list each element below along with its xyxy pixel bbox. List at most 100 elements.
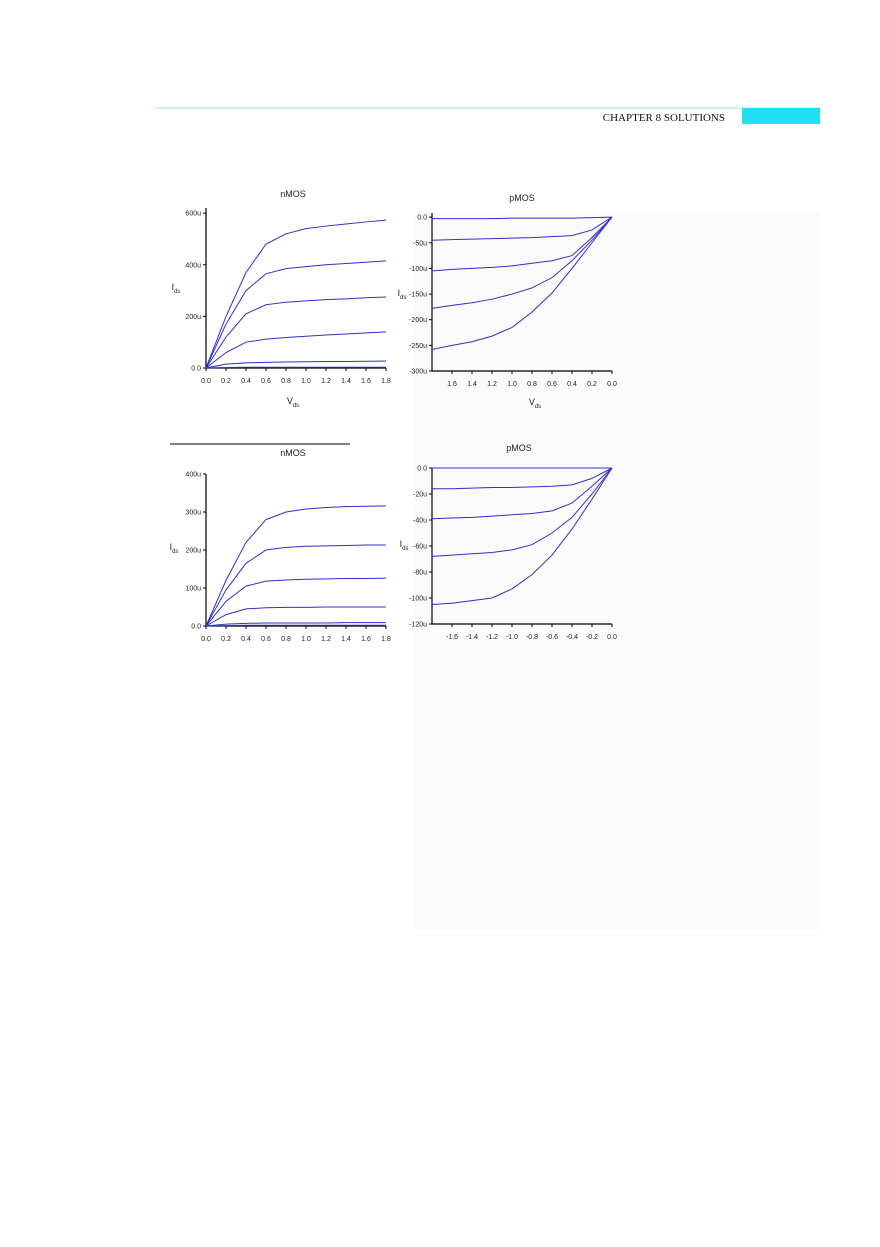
y-tick-label: -40u — [413, 518, 427, 525]
curve — [431, 216, 613, 350]
x-tick-label: 1.0 — [507, 381, 517, 388]
y-tick-label: 300u — [185, 510, 201, 517]
x-tick-label: 1.8 — [381, 636, 391, 643]
y-tick-label: 400u — [185, 262, 201, 269]
chart-title: pMOS — [509, 193, 535, 203]
x-tick-label: 0.4 — [241, 636, 251, 643]
x-axis-label-text: V — [529, 397, 535, 407]
curve — [205, 544, 386, 627]
x-tick-label: 1.4 — [341, 636, 351, 643]
y-tick-label: 100u — [185, 586, 201, 593]
x-tick-label: 0.4 — [567, 381, 577, 388]
y-axis-label-subscript: ds — [172, 549, 178, 555]
x-tick-label: 1.6 — [447, 381, 457, 388]
x-tick-label: 1.2 — [321, 636, 331, 643]
x-axis-label-subscript: ds — [293, 403, 299, 409]
curve — [431, 216, 613, 241]
y-tick-label: 0.0 — [417, 215, 427, 222]
curve — [431, 467, 613, 520]
x-tick-label: 1.0 — [301, 636, 311, 643]
y-tick-label: 400u — [185, 472, 201, 479]
x-tick-label: -1.0 — [506, 634, 518, 641]
x-tick-label: 1.6 — [361, 636, 371, 643]
x-tick-label: -0.4 — [566, 634, 578, 641]
curve — [431, 216, 613, 272]
x-tick-label: 0.8 — [281, 378, 291, 385]
curve — [205, 624, 386, 627]
y-tick-label: -100u — [409, 266, 427, 273]
y-tick-label: -300u — [409, 369, 427, 376]
y-tick-label: -120u — [409, 622, 427, 629]
curve — [205, 219, 387, 369]
x-tick-label: 1.6 — [361, 378, 371, 385]
x-tick-label: -1.2 — [486, 634, 498, 641]
curve — [205, 366, 386, 369]
x-tick-label: -0.8 — [526, 634, 538, 641]
x-tick-label: 0.0 — [607, 381, 617, 388]
x-tick-label: 0.6 — [261, 636, 271, 643]
y-axis-label-subscript: ds — [402, 546, 408, 552]
curve — [205, 606, 386, 627]
x-tick-label: 1.4 — [341, 378, 351, 385]
x-tick-label: 0.6 — [547, 381, 557, 388]
y-tick-label: -50u — [413, 240, 427, 247]
scan-panel — [415, 212, 820, 930]
curve — [432, 467, 613, 490]
x-tick-label: -1.6 — [446, 634, 458, 641]
x-tick-label: 0.2 — [221, 378, 231, 385]
running-head: CHAPTER 8 SOLUTIONS — [603, 112, 725, 124]
y-tick-label: -150u — [409, 292, 427, 299]
x-tick-label: 1.4 — [467, 381, 477, 388]
x-tick-label: -1.4 — [466, 634, 478, 641]
x-tick-label: 0.4 — [241, 378, 251, 385]
y-tick-label: -250u — [409, 343, 427, 350]
y-tick-label: -20u — [413, 492, 427, 499]
y-axis-label: Ids — [398, 288, 407, 301]
x-tick-label: 0.0 — [607, 634, 617, 641]
y-axis-label-text: I — [172, 282, 175, 292]
y-axis-label: Ids — [170, 542, 179, 555]
page-number-box — [742, 108, 820, 124]
curve — [205, 296, 387, 369]
y-tick-label: 600u — [185, 211, 201, 218]
curve — [431, 216, 613, 309]
x-tick-label: 0.2 — [221, 636, 231, 643]
y-tick-label: 200u — [185, 314, 201, 321]
y-tick-label: -80u — [413, 570, 427, 577]
curve — [205, 260, 387, 369]
x-tick-label: 0.0 — [201, 636, 211, 643]
x-tick-label: 0.8 — [527, 381, 537, 388]
curve — [205, 360, 387, 369]
chart-title: nMOS — [280, 189, 306, 199]
x-axis-label: Vds — [287, 396, 299, 409]
chart-title: nMOS — [280, 448, 306, 458]
y-tick-label: 0.0 — [191, 624, 201, 631]
y-axis-label-text: I — [400, 539, 403, 549]
chart-title: pMOS — [506, 443, 532, 453]
x-axis-label: Vds — [529, 397, 541, 410]
x-tick-label: -0.6 — [546, 634, 558, 641]
x-tick-label: 1.2 — [487, 381, 497, 388]
y-axis-label: Ids — [172, 282, 181, 295]
x-tick-label: 1.0 — [301, 378, 311, 385]
curve — [205, 331, 387, 369]
curve — [205, 577, 387, 627]
y-tick-label: 0.0 — [191, 366, 201, 373]
y-tick-label: 200u — [185, 548, 201, 555]
curve — [431, 467, 613, 605]
x-tick-label: 0.0 — [201, 378, 211, 385]
y-axis-label-text: I — [398, 288, 401, 298]
curve — [431, 467, 613, 557]
curve — [205, 622, 386, 627]
y-axis-label: Ids — [400, 539, 409, 552]
curve — [432, 216, 613, 220]
y-tick-label: -200u — [409, 317, 427, 324]
y-axis-label-text: I — [170, 542, 173, 552]
y-axis-label-subscript: ds — [174, 289, 180, 295]
x-tick-label: 1.2 — [321, 378, 331, 385]
y-tick-label: -100u — [409, 596, 427, 603]
curve — [205, 505, 387, 627]
y-tick-label: -60u — [413, 544, 427, 551]
x-tick-label: 0.8 — [281, 636, 291, 643]
